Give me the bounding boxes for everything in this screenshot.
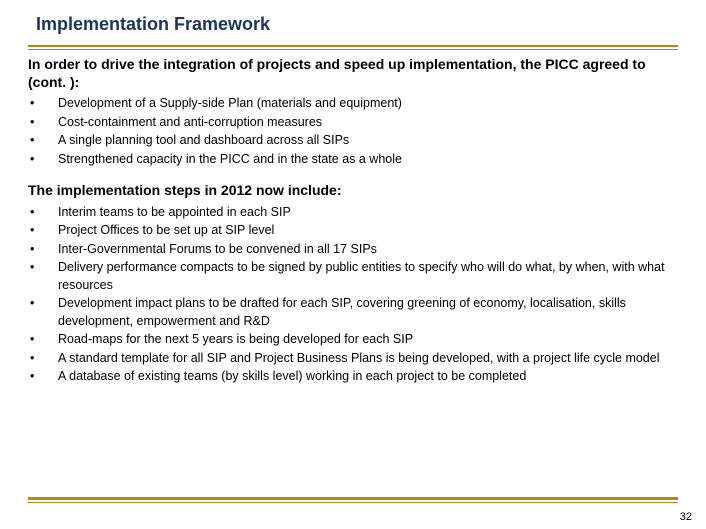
slide-title: Implementation Framework: [36, 14, 678, 35]
list-item-text: A standard template for all SIP and Proj…: [58, 350, 678, 368]
list-item: •Cost-containment and anti-corruption me…: [28, 114, 678, 132]
bullet-icon: •: [28, 204, 58, 222]
list-item: •A standard template for all SIP and Pro…: [28, 350, 678, 368]
list-item: •Project Offices to be set up at SIP lev…: [28, 222, 678, 240]
list-item-text: Cost-containment and anti-corruption mea…: [58, 114, 678, 132]
bullet-icon: •: [28, 295, 58, 313]
list-item: •A single planning tool and dashboard ac…: [28, 132, 678, 150]
list-item-text: Road-maps for the next 5 years is being …: [58, 331, 678, 349]
list-item-text: Development of a Supply-side Plan (mater…: [58, 95, 678, 113]
bullet-icon: •: [28, 241, 58, 259]
list-item: •Interim teams to be appointed in each S…: [28, 204, 678, 222]
list-item: •Development of a Supply-side Plan (mate…: [28, 95, 678, 113]
list-item: •Development impact plans to be drafted …: [28, 295, 678, 330]
list-item: •Delivery performance compacts to be sig…: [28, 259, 678, 294]
section2-list: •Interim teams to be appointed in each S…: [28, 204, 678, 386]
bullet-icon: •: [28, 132, 58, 150]
list-item-text: Delivery performance compacts to be sign…: [58, 259, 678, 294]
list-item-text: A database of existing teams (by skills …: [58, 368, 678, 386]
bullet-icon: •: [28, 331, 58, 349]
list-item: •Road-maps for the next 5 years is being…: [28, 331, 678, 349]
list-item-text: Inter-Governmental Forums to be convened…: [58, 241, 678, 259]
list-item-text: A single planning tool and dashboard acr…: [58, 132, 678, 150]
bullet-icon: •: [28, 114, 58, 132]
bullet-icon: •: [28, 95, 58, 113]
page-number: 32: [680, 511, 692, 523]
bullet-icon: •: [28, 350, 58, 368]
list-item-text: Project Offices to be set up at SIP leve…: [58, 222, 678, 240]
list-item-text: Interim teams to be appointed in each SI…: [58, 204, 678, 222]
slide: Implementation Framework In order to dri…: [0, 0, 706, 529]
list-item: •A database of existing teams (by skills…: [28, 368, 678, 386]
bullet-icon: •: [28, 151, 58, 169]
section1-heading: In order to drive the integration of pro…: [28, 56, 678, 91]
section1-list: •Development of a Supply-side Plan (mate…: [28, 95, 678, 168]
bullet-icon: •: [28, 222, 58, 240]
list-item-text: Strengthened capacity in the PICC and in…: [58, 151, 678, 169]
bullet-icon: •: [28, 368, 58, 386]
divider-bottom: [28, 497, 678, 503]
list-item: •Inter-Governmental Forums to be convene…: [28, 241, 678, 259]
list-item-text: Development impact plans to be drafted f…: [58, 295, 678, 330]
list-item: •Strengthened capacity in the PICC and i…: [28, 151, 678, 169]
section2-heading: The implementation steps in 2012 now inc…: [28, 182, 678, 200]
bullet-icon: •: [28, 259, 58, 277]
divider-top: [28, 45, 678, 50]
